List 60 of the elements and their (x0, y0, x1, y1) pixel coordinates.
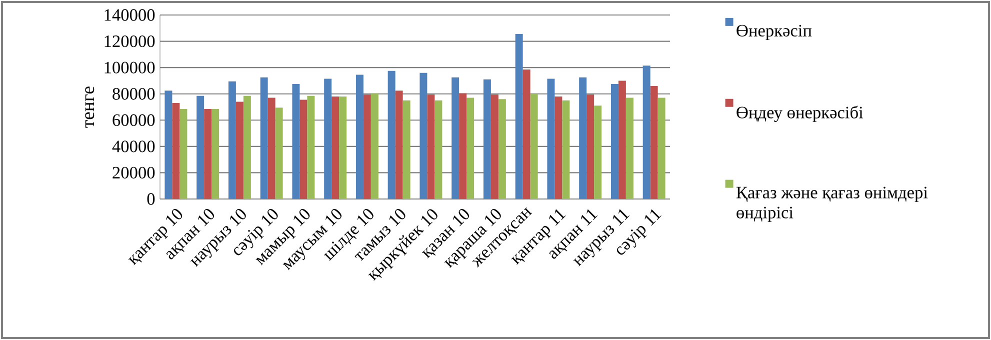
bar (522, 70, 530, 199)
bar (562, 100, 570, 199)
y-tick-label: 20000 (112, 166, 155, 179)
bar (466, 98, 474, 199)
bar (164, 90, 172, 199)
bar (204, 108, 212, 199)
bar (356, 74, 364, 199)
bar (339, 96, 347, 199)
y-tick-label: 100000 (104, 62, 155, 74)
bar (490, 94, 498, 199)
bar (172, 103, 180, 199)
bar (434, 100, 442, 199)
bar (420, 72, 428, 199)
bar (452, 77, 460, 199)
bar (547, 78, 555, 199)
bar (427, 94, 435, 199)
bar (196, 96, 204, 199)
legend-label: Өңдеу өнеркәсібі (736, 106, 864, 122)
y-tick-label: 0 (147, 193, 155, 205)
bar (236, 102, 244, 199)
bar (515, 34, 523, 199)
bar (370, 93, 378, 199)
bar (307, 96, 315, 199)
bar (292, 84, 300, 199)
bar (610, 84, 618, 199)
bar (554, 96, 562, 199)
bar (260, 77, 268, 199)
bar (300, 100, 308, 199)
y-tick-label: 40000 (112, 140, 155, 152)
bar (402, 100, 410, 199)
bar (363, 94, 371, 199)
bar (243, 96, 251, 199)
bar (388, 70, 396, 199)
bar (332, 96, 340, 199)
bar (658, 98, 666, 199)
legend-label: Қағаз және қағаз өнімдері өндірісі (736, 186, 928, 222)
y-tick-label: 120000 (104, 35, 155, 48)
bar (275, 108, 283, 199)
y-axis-title: тенге (85, 86, 94, 128)
bar (268, 98, 276, 199)
bar (498, 99, 506, 199)
y-tick-label: 80000 (112, 88, 155, 100)
bar (618, 80, 626, 199)
bar (212, 108, 220, 199)
y-tick-label: 60000 (112, 114, 155, 126)
bar (650, 86, 658, 199)
bar (459, 93, 467, 199)
bar (642, 66, 650, 199)
bar (324, 78, 332, 199)
bar (483, 79, 491, 199)
bar (626, 98, 634, 199)
bar (530, 94, 538, 199)
bar (594, 106, 602, 199)
bar (228, 81, 236, 199)
bar (579, 77, 587, 199)
bar (395, 90, 403, 199)
bar (180, 108, 188, 199)
bar (586, 94, 594, 199)
legend-label: Өнеркәсіп (736, 24, 812, 40)
y-tick-label: 140000 (104, 9, 155, 21)
